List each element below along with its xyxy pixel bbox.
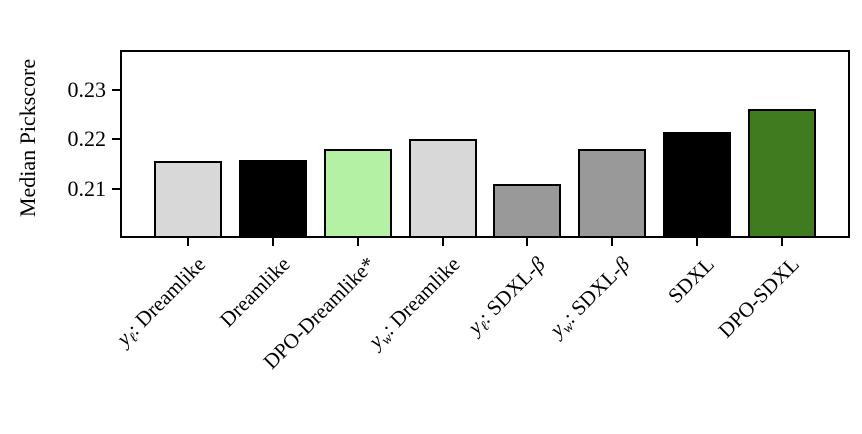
x-tick-label: yℓ: Dreamlike bbox=[111, 252, 210, 351]
bar-yℓ: SDXL-β bbox=[493, 183, 562, 238]
y-tick-label: 0.22 bbox=[67, 126, 107, 152]
bar-Dreamlike bbox=[238, 159, 307, 238]
x-tick bbox=[356, 238, 359, 246]
x-tick bbox=[271, 238, 274, 246]
x-tick-label: yw: SDXL-β bbox=[545, 252, 635, 342]
plot-frame bbox=[120, 50, 850, 238]
y-axis-title: Median Pickscore bbox=[15, 58, 40, 218]
y-tick-label: 0.21 bbox=[67, 175, 107, 201]
bar-DPO-SDXL bbox=[748, 109, 817, 238]
x-tick bbox=[696, 238, 699, 246]
bar-yℓ: Dreamlike bbox=[153, 161, 222, 238]
x-tick-label: DPO-SDXL bbox=[713, 252, 805, 343]
y-tick bbox=[112, 187, 120, 190]
x-tick-label: SDXL bbox=[663, 252, 720, 308]
x-tick-label: yℓ: SDXL-β bbox=[462, 252, 550, 339]
bar-yw: Dreamlike bbox=[408, 139, 477, 238]
x-tick bbox=[186, 238, 189, 246]
x-tick bbox=[611, 238, 614, 246]
bar-yw: SDXL-β bbox=[578, 148, 647, 238]
x-tick bbox=[441, 238, 444, 246]
x-tick-label: Dreamlike bbox=[215, 252, 295, 332]
plot-area: 0.21 0.22 0.23 yℓ: Dreamlike Dreamlike DPO-Dr… bbox=[68, 50, 850, 374]
x-tick bbox=[781, 238, 784, 246]
bar-DPO-Dreamlike* bbox=[323, 148, 392, 238]
y-tick bbox=[112, 138, 120, 141]
x-tick bbox=[526, 238, 529, 246]
y-tick-label: 0.23 bbox=[67, 76, 107, 102]
y-tick bbox=[112, 88, 120, 91]
bar-SDXL bbox=[663, 131, 732, 238]
